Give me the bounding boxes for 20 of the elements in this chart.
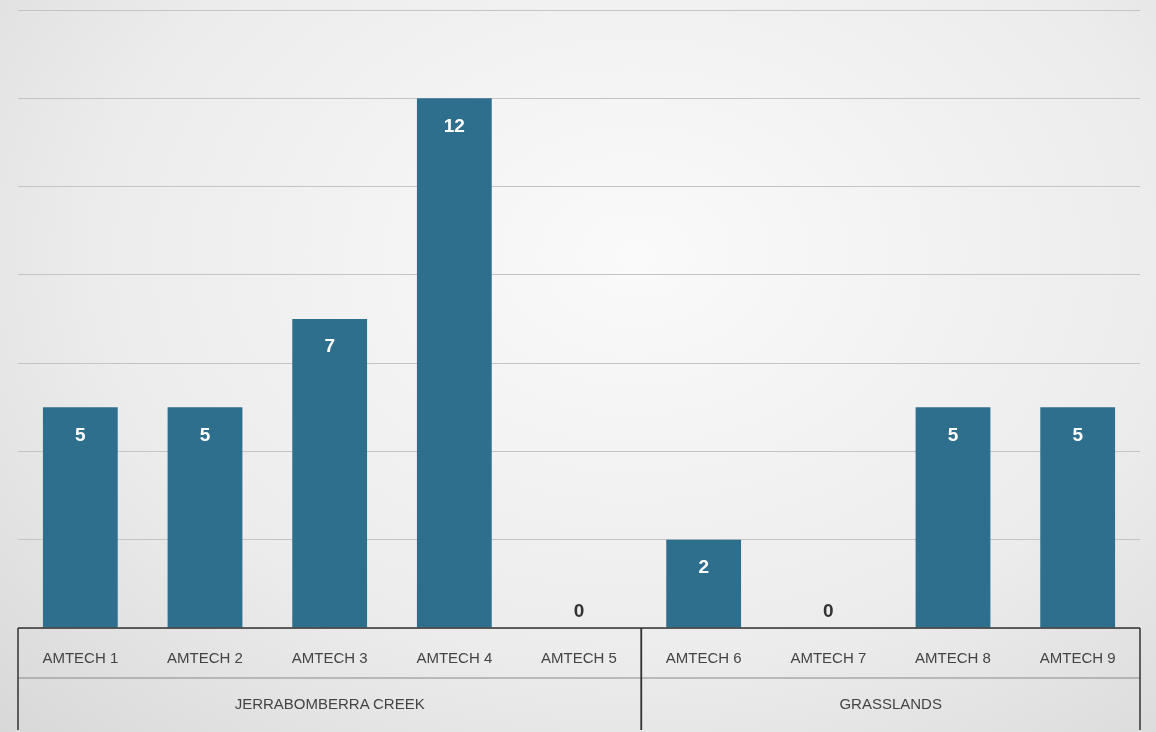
data-label: 12 — [443, 114, 465, 136]
x-tick-label: AMTECH 8 — [915, 649, 991, 667]
text: JERRABOMBERRA CREEK — [234, 695, 425, 713]
x-tick-label: AMTECH 5 — [541, 649, 617, 667]
data-label: 0 — [573, 600, 585, 622]
data-label: 7 — [324, 335, 335, 357]
data-label: 5 — [75, 423, 87, 445]
data-label: 5 — [199, 423, 211, 445]
x-tick-label: AMTECH 9 — [1039, 649, 1116, 667]
x-tick-label: AMTECH 2 — [167, 649, 243, 667]
data-label: 2 — [698, 555, 709, 577]
x-tick-label: AMTECH 1 — [42, 649, 119, 667]
x-tick-label: AMTECH 6 — [665, 649, 742, 667]
text: GRASSLANDS — [839, 695, 942, 713]
x-tick-label: AMTECH 3 — [291, 649, 368, 667]
x-tick-label: AMTECH 4 — [416, 649, 493, 667]
data-label: 5 — [947, 423, 959, 445]
x-tick-label: AMTECH 7 — [790, 649, 867, 667]
data-label: 5 — [1072, 423, 1084, 445]
data-label: 0 — [823, 600, 834, 622]
